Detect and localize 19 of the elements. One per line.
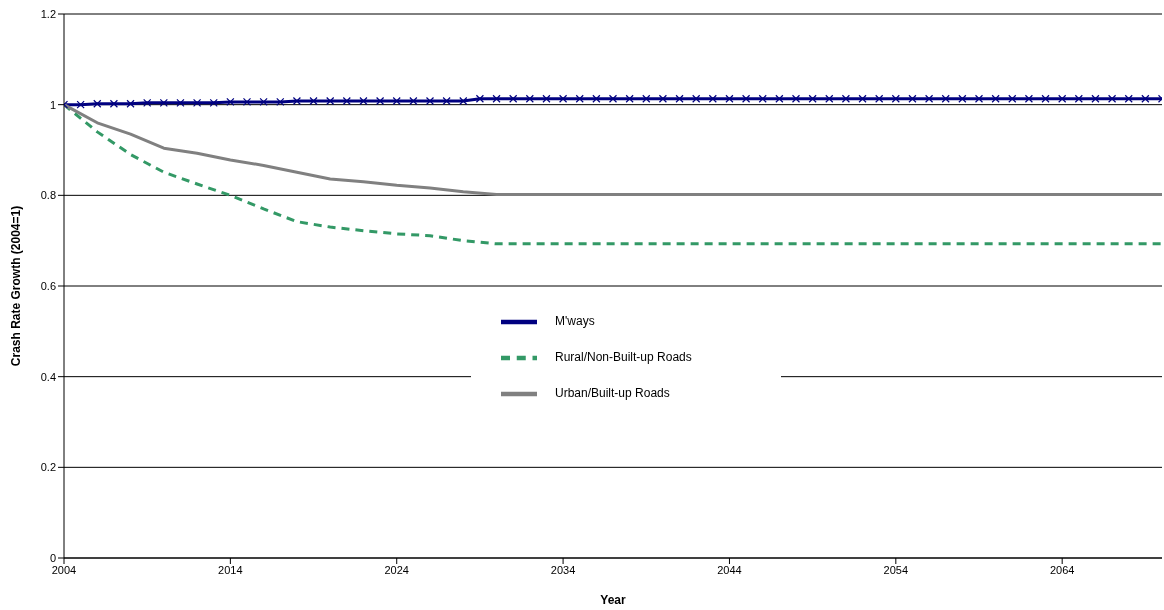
x-tick-label: 2004	[51, 563, 77, 576]
x-tick-label: 2024	[384, 563, 409, 576]
legend-label: Urban/Built-up Roads	[555, 386, 670, 401]
x-tick-label: 2044	[717, 563, 742, 576]
x-tick-label: 2064	[1049, 563, 1075, 576]
y-tick-label: 0.8	[40, 189, 56, 202]
legend-label: Rural/Non-Built-up Roads	[555, 350, 692, 365]
y-tick-label: 1.2	[40, 7, 56, 20]
y-axis-title: Crash Rate Growth (2004=1)	[9, 205, 24, 367]
legend-label: M'ways	[555, 314, 595, 329]
y-tick-label: 0.2	[40, 461, 56, 474]
y-tick-label: 0.6	[40, 279, 56, 292]
x-axis-title: Year	[600, 593, 627, 607]
x-tick-label: 2014	[218, 563, 243, 576]
y-tick-label: 0	[49, 551, 56, 564]
y-tick-label: 1	[49, 98, 56, 111]
x-tick-label: 2054	[883, 563, 909, 576]
x-tick-label: 2034	[550, 563, 576, 576]
y-tick-label: 0.4	[40, 370, 56, 383]
